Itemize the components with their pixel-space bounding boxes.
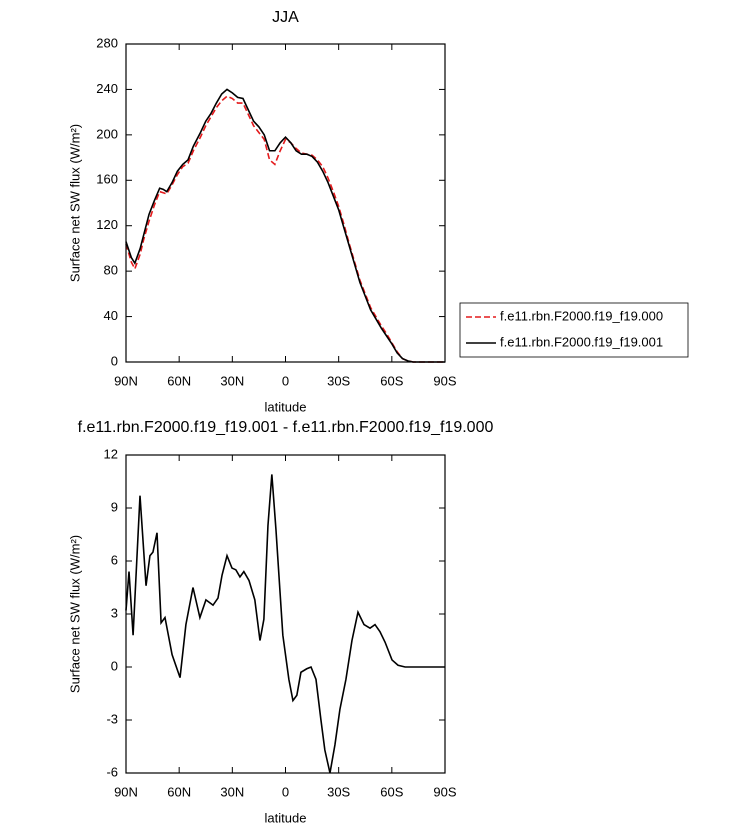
y-tick-label: 280 [96,35,118,50]
series-line [125,95,445,363]
y-tick-label: 240 [96,81,118,96]
legend-label: f.e11.rbn.F2000.f19_f19.000 [500,308,663,323]
y-tick-label: 80 [104,263,118,278]
y-tick-label: 0 [111,658,118,673]
y-tick-label: 12 [104,446,118,461]
x-tick-label: 90S [433,373,456,388]
x-tick-label: 90N [114,784,138,799]
x-axis-label: latitude [265,810,307,825]
y-tick-label: 0 [111,353,118,368]
x-tick-label: 60S [380,784,403,799]
y-tick-label: 6 [111,552,118,567]
x-tick-label: 90S [433,784,456,799]
y-tick-label: 120 [96,217,118,232]
x-tick-label: 30N [220,784,244,799]
legend-box [459,302,689,358]
y-tick-label: 9 [111,499,118,514]
x-tick-label: 60N [167,784,191,799]
x-tick-label: 90N [114,373,138,388]
y-tick-label: 160 [96,172,118,187]
series-line [125,88,445,363]
x-tick-label: 60N [167,373,191,388]
x-tick-label: 0 [282,373,289,388]
x-axis-label: latitude [265,399,307,414]
y-tick-label: -3 [106,711,118,726]
y-tick-label: 200 [96,126,118,141]
x-tick-label: 30S [327,784,350,799]
chart-title: JJA [272,9,299,26]
chart-title: f.e11.rbn.F2000.f19_f19.001 - f.e11.rbn.… [78,419,494,436]
x-tick-label: 30S [327,373,350,388]
x-tick-label: 60S [380,373,403,388]
y-axis-label: Surface net SW flux (W/m²) [67,535,82,693]
plot-frame [125,43,446,363]
x-tick-label: 30N [220,373,244,388]
y-tick-label: -6 [106,764,118,779]
plot-frame [125,454,446,774]
series-line [125,474,445,774]
y-axis-label: Surface net SW flux (W/m²) [67,124,82,282]
legend-label: f.e11.rbn.F2000.f19_f19.001 [500,334,663,349]
y-tick-label: 3 [111,605,118,620]
y-tick-label: 40 [104,308,118,323]
x-tick-label: 0 [282,784,289,799]
